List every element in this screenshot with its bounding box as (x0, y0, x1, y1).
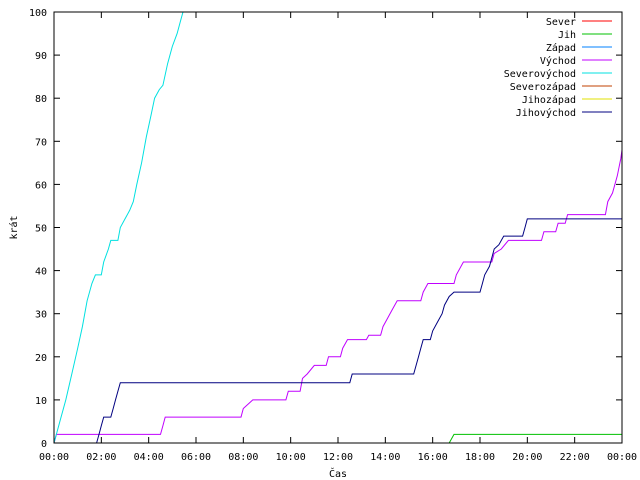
x-tick-label: 06:00 (181, 452, 211, 463)
legend-label: Jih (558, 30, 576, 41)
x-tick-label: 00:00 (607, 452, 637, 463)
y-tick-label: 80 (35, 94, 47, 105)
series-line-severovýchod (53, 11, 184, 444)
legend-label: Východ (540, 55, 576, 67)
x-tick-label: 00:00 (39, 452, 69, 463)
series-line-východ (53, 149, 623, 444)
y-axis: 0 10 20 30 40 50 60 70 80 90 100 (29, 8, 622, 450)
x-tick-label: 04:00 (134, 452, 164, 463)
legend-label: Západ (546, 42, 576, 54)
y-tick-label: 60 (35, 180, 47, 191)
y-tick-label: 100 (29, 8, 47, 19)
x-tick-label: 14:00 (370, 452, 400, 463)
x-tick-label: 08:00 (228, 452, 258, 463)
x-tick-label: 18:00 (465, 452, 495, 463)
x-tick-label: 02:00 (86, 452, 116, 463)
y-axis-label: krát (8, 215, 20, 239)
y-tick-label: 0 (41, 439, 47, 450)
legend-label: Sever (546, 17, 576, 28)
plot-lines (53, 11, 623, 444)
series-line-jih (448, 433, 622, 444)
legend-label: Severozápad (510, 81, 576, 93)
y-tick-label: 20 (35, 353, 47, 364)
y-tick-label: 10 (35, 396, 47, 407)
legend: Sever JihZápadVýchodSeverovýchodSeverozáp… (504, 17, 612, 119)
legend-label: Jihozápad (522, 94, 576, 106)
y-tick-label: 30 (35, 310, 47, 321)
y-tick-label: 70 (35, 137, 47, 148)
plot-frame (53, 11, 623, 444)
y-tick-label: 50 (35, 224, 47, 235)
x-axis: 00:00 02:00 04:00 06:00 08:00 10:00 12:00 14:00… (39, 12, 637, 463)
x-tick-label: 10:00 (276, 452, 306, 463)
x-tick-label: 22:00 (560, 452, 590, 463)
x-axis-label: Čas (329, 467, 347, 480)
x-tick-label: 20:00 (512, 452, 542, 463)
legend-label: Severovýchod (504, 68, 576, 80)
y-tick-label: 90 (35, 51, 47, 62)
series-line-jihovýchod (96, 218, 622, 444)
x-tick-label: 16:00 (418, 452, 448, 463)
legend-label: Jihovýchod (516, 107, 576, 119)
y-tick-label: 40 (35, 267, 47, 278)
x-tick-label: 12:00 (323, 452, 353, 463)
